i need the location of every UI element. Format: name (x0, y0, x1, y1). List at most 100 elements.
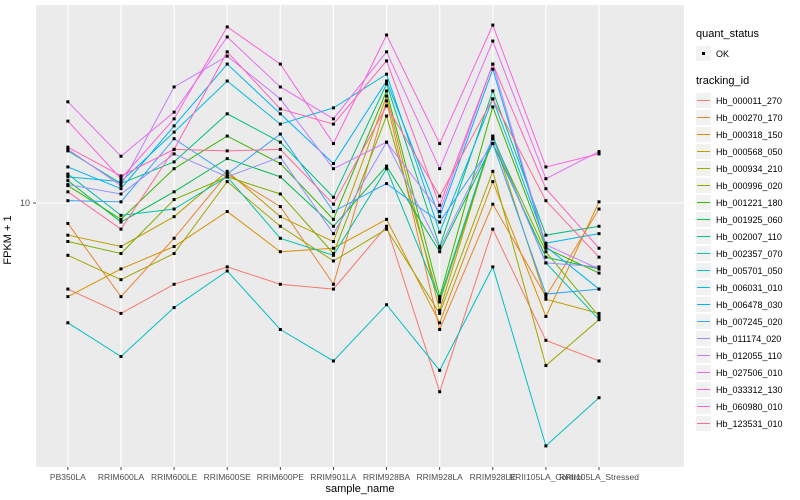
data-point-marker (66, 321, 70, 325)
data-point-marker (119, 355, 123, 359)
data-point-marker (597, 152, 601, 156)
data-point-marker (597, 150, 601, 154)
data-point-marker (331, 224, 335, 228)
data-point-marker (544, 255, 548, 259)
y-axis-title: FPKM + 1 (2, 215, 14, 265)
data-point-marker (66, 233, 70, 237)
data-point-marker (119, 227, 123, 231)
data-point-marker (597, 224, 601, 228)
data-point-marker (66, 183, 70, 187)
legend-item-Hb_000996_020: Hb_000996_020 (696, 178, 800, 193)
data-point-marker (172, 190, 176, 194)
data-point-marker (544, 243, 548, 247)
legend-key-line-icon (696, 365, 711, 380)
data-point-marker (385, 89, 389, 93)
data-point-marker (597, 232, 601, 236)
legend-title-tracking-id: tracking_id (696, 75, 750, 87)
data-point-marker (438, 246, 442, 250)
data-point-marker (597, 255, 601, 259)
data-point-marker (438, 230, 442, 234)
data-point-marker (278, 122, 282, 126)
legend-key-line-icon (696, 246, 711, 261)
data-point-marker (172, 130, 176, 134)
data-point-marker (119, 182, 123, 186)
data-point-marker (119, 213, 123, 217)
data-point-marker (385, 167, 389, 171)
data-point-marker (438, 215, 442, 219)
data-point-marker (172, 152, 176, 156)
data-point-marker (385, 303, 389, 307)
data-point-marker (544, 292, 548, 296)
data-point-marker (278, 328, 282, 332)
data-point-marker (66, 221, 70, 225)
legend-quant-status: quant_status OK (696, 28, 800, 61)
data-point-marker (172, 215, 176, 219)
data-point-marker (385, 224, 389, 228)
data-point-marker (66, 240, 70, 244)
data-point-marker (66, 119, 70, 123)
data-point-marker (331, 252, 335, 256)
data-point-marker (438, 167, 442, 171)
data-point-marker (438, 194, 442, 198)
legend-item-Hb_000318_150: Hb_000318_150 (696, 127, 800, 142)
data-point-marker (278, 224, 282, 228)
data-point-marker (597, 267, 601, 271)
data-point-marker (544, 165, 548, 169)
data-point-marker (119, 200, 123, 204)
data-point-marker (438, 295, 442, 299)
data-point-marker (597, 246, 601, 250)
data-point-marker (225, 50, 229, 54)
data-point-marker (331, 232, 335, 236)
data-point-marker (225, 35, 229, 39)
x-tick-label: RRIM600SE (204, 472, 252, 482)
data-point-marker (491, 67, 495, 71)
data-point-marker (331, 122, 335, 126)
data-point-marker (172, 207, 176, 211)
data-point-marker (544, 250, 548, 254)
data-point-marker (66, 165, 70, 169)
data-point-marker (438, 142, 442, 146)
data-point-marker (438, 328, 442, 332)
legend-key-line-icon (696, 263, 711, 278)
data-point-marker (66, 295, 70, 299)
legend-item-label: Hb_033312_130 (716, 384, 783, 395)
data-point-marker (119, 252, 123, 256)
data-point-marker (66, 253, 70, 257)
data-point-marker (278, 162, 282, 166)
data-point-marker (385, 227, 389, 231)
data-point-marker (597, 311, 601, 315)
data-point-marker (66, 100, 70, 104)
legend-key-line-icon (696, 212, 711, 227)
data-point-marker (172, 282, 176, 286)
legend-item-Hb_002357_070: Hb_002357_070 (696, 246, 800, 261)
legend-item-label: Hb_006478_030 (716, 299, 783, 310)
data-point-marker (225, 172, 229, 176)
data-point-marker (66, 175, 70, 179)
data-point-marker (278, 155, 282, 159)
data-point-marker (491, 142, 495, 146)
data-point-marker (331, 167, 335, 171)
data-point-marker (544, 233, 548, 237)
legend-item-Hb_006031_010: Hb_006031_010 (696, 280, 800, 295)
data-point-marker (385, 114, 389, 118)
data-point-marker (491, 169, 495, 173)
legend-item-Hb_006478_030: Hb_006478_030 (696, 297, 800, 312)
data-point-marker (278, 205, 282, 209)
data-point-marker (278, 192, 282, 196)
legend-item-Hb_005701_050: Hb_005701_050 (696, 263, 800, 278)
data-point-marker (66, 287, 70, 291)
data-point-marker (438, 368, 442, 372)
data-point-marker (438, 220, 442, 224)
legend-item-Hb_007245_020: Hb_007245_020 (696, 314, 800, 329)
data-point-marker (172, 137, 176, 141)
legend-item-Hb_000270_170: Hb_000270_170 (696, 110, 800, 125)
legend-key-line-icon (696, 416, 711, 431)
data-point-marker (544, 241, 548, 245)
data-point-marker (331, 359, 335, 363)
legend-item-Hb_001221_180: Hb_001221_180 (696, 195, 800, 210)
data-point-marker (119, 278, 123, 282)
data-point-marker (278, 140, 282, 144)
data-point-marker (172, 160, 176, 164)
legend-key-line-icon (696, 331, 711, 346)
data-point-marker (119, 187, 123, 191)
